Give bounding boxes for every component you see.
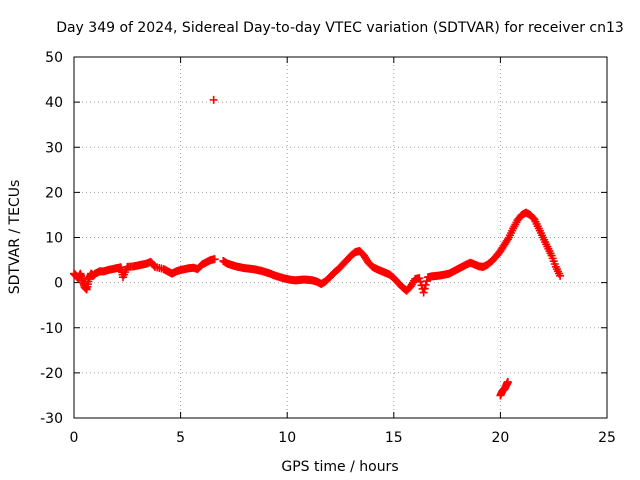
data-point <box>210 255 219 264</box>
data-point <box>422 277 431 286</box>
y-tick-label: 30 <box>45 140 63 156</box>
ticks: 0 5 10 15 20 25 -30 -20 -10 0 10 20 30 40 50 <box>40 50 616 446</box>
plot-frame <box>73 56 608 419</box>
y-tick-label: -10 <box>40 321 63 337</box>
y-tick-label: 40 <box>45 95 63 111</box>
data-point <box>209 95 218 104</box>
axes <box>73 56 608 419</box>
x-tick-label: 10 <box>278 430 296 446</box>
y-tick-label: 0 <box>54 276 63 292</box>
x-tick-label: 0 <box>70 430 79 446</box>
data-point <box>556 271 565 280</box>
chart-title: Day 349 of 2024, Sidereal Day-to-day VTE… <box>56 20 624 36</box>
y-tick-label: 20 <box>45 185 63 201</box>
data-point <box>415 274 424 283</box>
y-tick-label: -30 <box>40 411 63 427</box>
x-tick-label: 20 <box>491 430 509 446</box>
data-point <box>420 284 429 293</box>
x-tick-label: 5 <box>176 430 185 446</box>
x-tick-label: 25 <box>598 430 616 446</box>
y-tick-label: 50 <box>45 50 63 66</box>
data-points <box>70 95 565 400</box>
y-tick-label: 10 <box>45 231 63 247</box>
y-tick-label: -20 <box>40 366 63 382</box>
data-point <box>419 288 428 297</box>
x-tick-label: 15 <box>385 430 403 446</box>
data-point <box>421 280 430 289</box>
data-point <box>503 377 512 386</box>
x-axis-label: GPS time / hours <box>281 459 398 475</box>
y-axis-label: SDTVAR / TECUs <box>7 180 23 295</box>
grid <box>74 57 607 418</box>
